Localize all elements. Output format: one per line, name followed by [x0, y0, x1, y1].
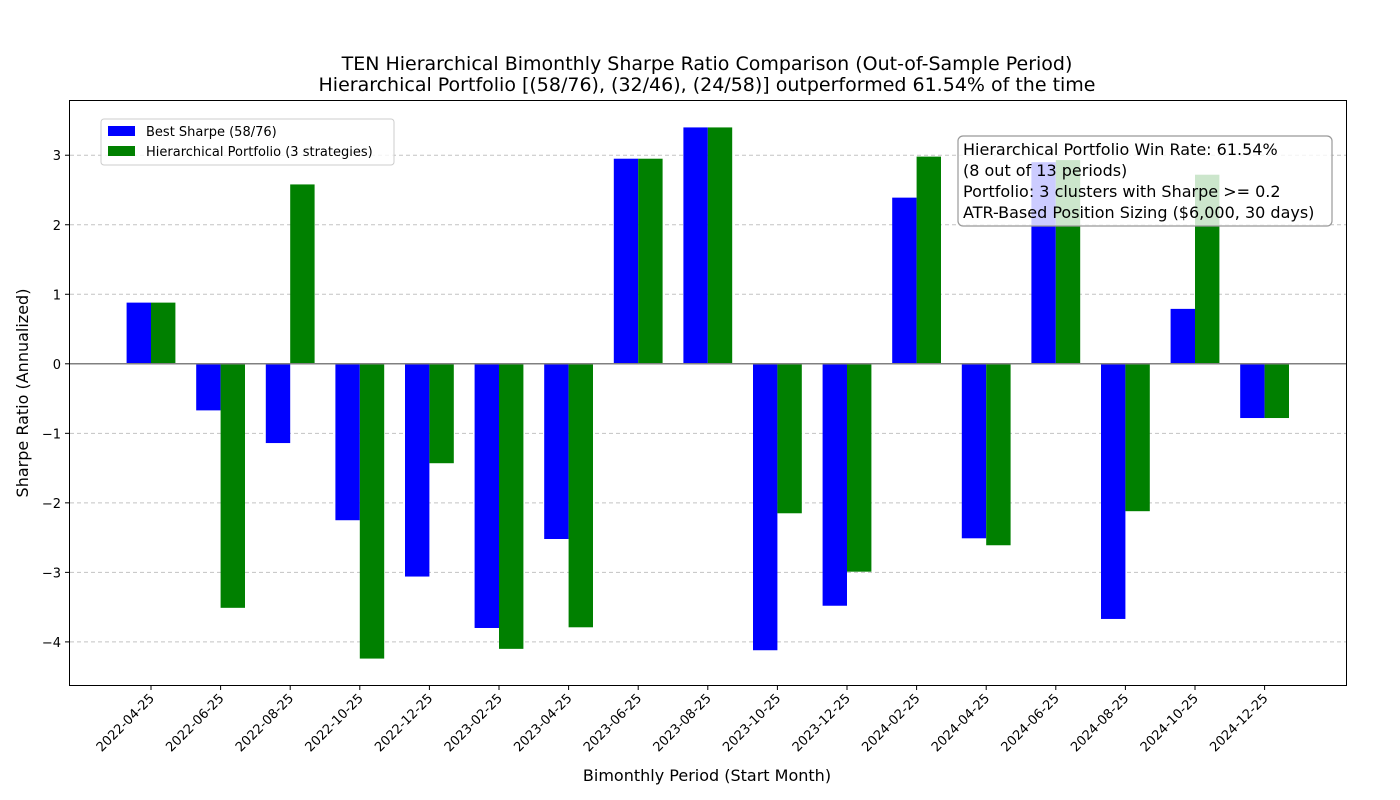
- bar-best-sharpe-2022-04-25: [126, 302, 151, 364]
- x-tick-label: 2023-02-25: [442, 691, 506, 755]
- y-tick-label: 1: [53, 288, 61, 303]
- annotation-line: Hierarchical Portfolio Win Rate: 61.54%: [963, 140, 1278, 159]
- annotation-line: (8 out of 13 periods): [963, 161, 1127, 180]
- bar-best-sharpe-2024-04-25: [961, 363, 987, 539]
- x-tick-label: 2022-10-25: [303, 691, 367, 755]
- legend-label: Best Sharpe (58/76): [146, 125, 277, 140]
- bar-best-sharpe-2023-08-25: [683, 127, 708, 364]
- bar-best-sharpe-2023-04-25: [544, 363, 569, 539]
- bar-hierarchical-2023-10-25: [777, 363, 802, 514]
- x-tick-label: 2023-04-25: [511, 691, 575, 755]
- x-axis-label: Bimonthly Period (Start Month): [583, 766, 831, 785]
- bar-best-sharpe-2024-08-25: [1101, 363, 1126, 619]
- bar-hierarchical-2022-10-25: [359, 363, 385, 659]
- bar-hierarchical-2024-08-25: [1125, 363, 1150, 512]
- x-tick-label: 2024-08-25: [1068, 691, 1132, 755]
- y-axis-label: Sharpe Ratio (Annualized): [13, 289, 32, 498]
- x-tick-label: 2024-02-25: [859, 691, 923, 755]
- bar-hierarchical-2024-04-25: [986, 363, 1011, 546]
- legend-frame: [100, 118, 395, 166]
- bar-hierarchical-2022-08-25: [290, 184, 315, 364]
- x-tick-label: 2024-04-25: [929, 691, 993, 755]
- bar-hierarchical-2022-12-25: [429, 363, 454, 464]
- x-tick-label: 2022-04-25: [94, 691, 158, 755]
- bar-best-sharpe-2024-10-25: [1170, 308, 1195, 364]
- y-tick-label: 0: [53, 358, 61, 373]
- win-rate-annotation: Hierarchical Portfolio Win Rate: 61.54% (…: [957, 135, 1333, 227]
- bar-hierarchical-2023-02-25: [499, 363, 524, 649]
- annotation-line: ATR-Based Position Sizing ($6,000, 30 da…: [963, 203, 1314, 222]
- bar-best-sharpe-2023-10-25: [753, 363, 778, 651]
- x-tick-label: 2024-12-25: [1207, 691, 1271, 755]
- bar-hierarchical-2023-06-25: [638, 158, 663, 364]
- bars: [126, 127, 1289, 659]
- bar-hierarchical-2024-02-25: [916, 156, 941, 364]
- y-tick-label: 3: [53, 149, 61, 164]
- bar-best-sharpe-2024-12-25: [1240, 363, 1265, 419]
- x-tick-label: 2024-06-25: [999, 691, 1063, 755]
- legend-label: Hierarchical Portfolio (3 strategies): [146, 145, 373, 160]
- bar-best-sharpe-2022-12-25: [405, 363, 430, 577]
- y-tick-label: −3: [42, 566, 61, 581]
- x-tick-label: 2022-12-25: [372, 691, 436, 755]
- y-tick-label: −1: [42, 427, 61, 442]
- chart-subtitle: Hierarchical Portfolio [(58/76), (32/46)…: [319, 74, 1096, 96]
- legend-swatch: [108, 126, 135, 136]
- bar-best-sharpe-2022-10-25: [335, 363, 360, 521]
- bar-hierarchical-2022-04-25: [151, 302, 176, 364]
- x-tick-label: 2023-06-25: [581, 691, 645, 755]
- y-tick-label: −2: [42, 497, 61, 512]
- legend: Best Sharpe (58/76) Hierarchical Portfoli…: [100, 118, 395, 166]
- bar-best-sharpe-2024-02-25: [892, 197, 917, 364]
- bar-best-sharpe-2023-06-25: [613, 158, 639, 364]
- y-axis-ticks: −4 −3 −2 −1 0 1 2 3: [42, 149, 70, 651]
- x-tick-label: 2022-08-25: [233, 691, 297, 755]
- bar-hierarchical-2023-12-25: [847, 363, 872, 572]
- annotation-box: [957, 135, 1333, 227]
- bar-best-sharpe-2022-06-25: [196, 363, 221, 411]
- x-tick-label: 2023-08-25: [651, 691, 715, 755]
- chart-title: TEN Hierarchical Bimonthly Sharpe Ratio …: [341, 53, 1073, 75]
- y-tick-label: 2: [53, 219, 61, 234]
- x-tick-label: 2023-12-25: [790, 691, 854, 755]
- bar-hierarchical-2024-12-25: [1264, 363, 1289, 419]
- x-axis-ticks: 2022-04-25 2022-06-25 2022-08-25 2022-10-25…: [94, 685, 1271, 755]
- bar-best-sharpe-2023-12-25: [822, 363, 847, 606]
- bar-hierarchical-2022-06-25: [220, 363, 245, 608]
- y-tick-label: −4: [42, 636, 61, 651]
- x-tick-label: 2024-10-25: [1138, 691, 1202, 755]
- bar-best-sharpe-2023-02-25: [474, 363, 499, 628]
- x-tick-label: 2022-06-25: [163, 691, 227, 755]
- bar-hierarchical-2023-04-25: [568, 363, 593, 628]
- annotation-line: Portfolio: 3 clusters with Sharpe >= 0.2: [963, 182, 1281, 201]
- bar-hierarchical-2023-08-25: [707, 127, 733, 364]
- bar-best-sharpe-2022-08-25: [265, 363, 291, 444]
- legend-swatch: [108, 146, 135, 156]
- x-tick-label: 2023-10-25: [720, 691, 784, 755]
